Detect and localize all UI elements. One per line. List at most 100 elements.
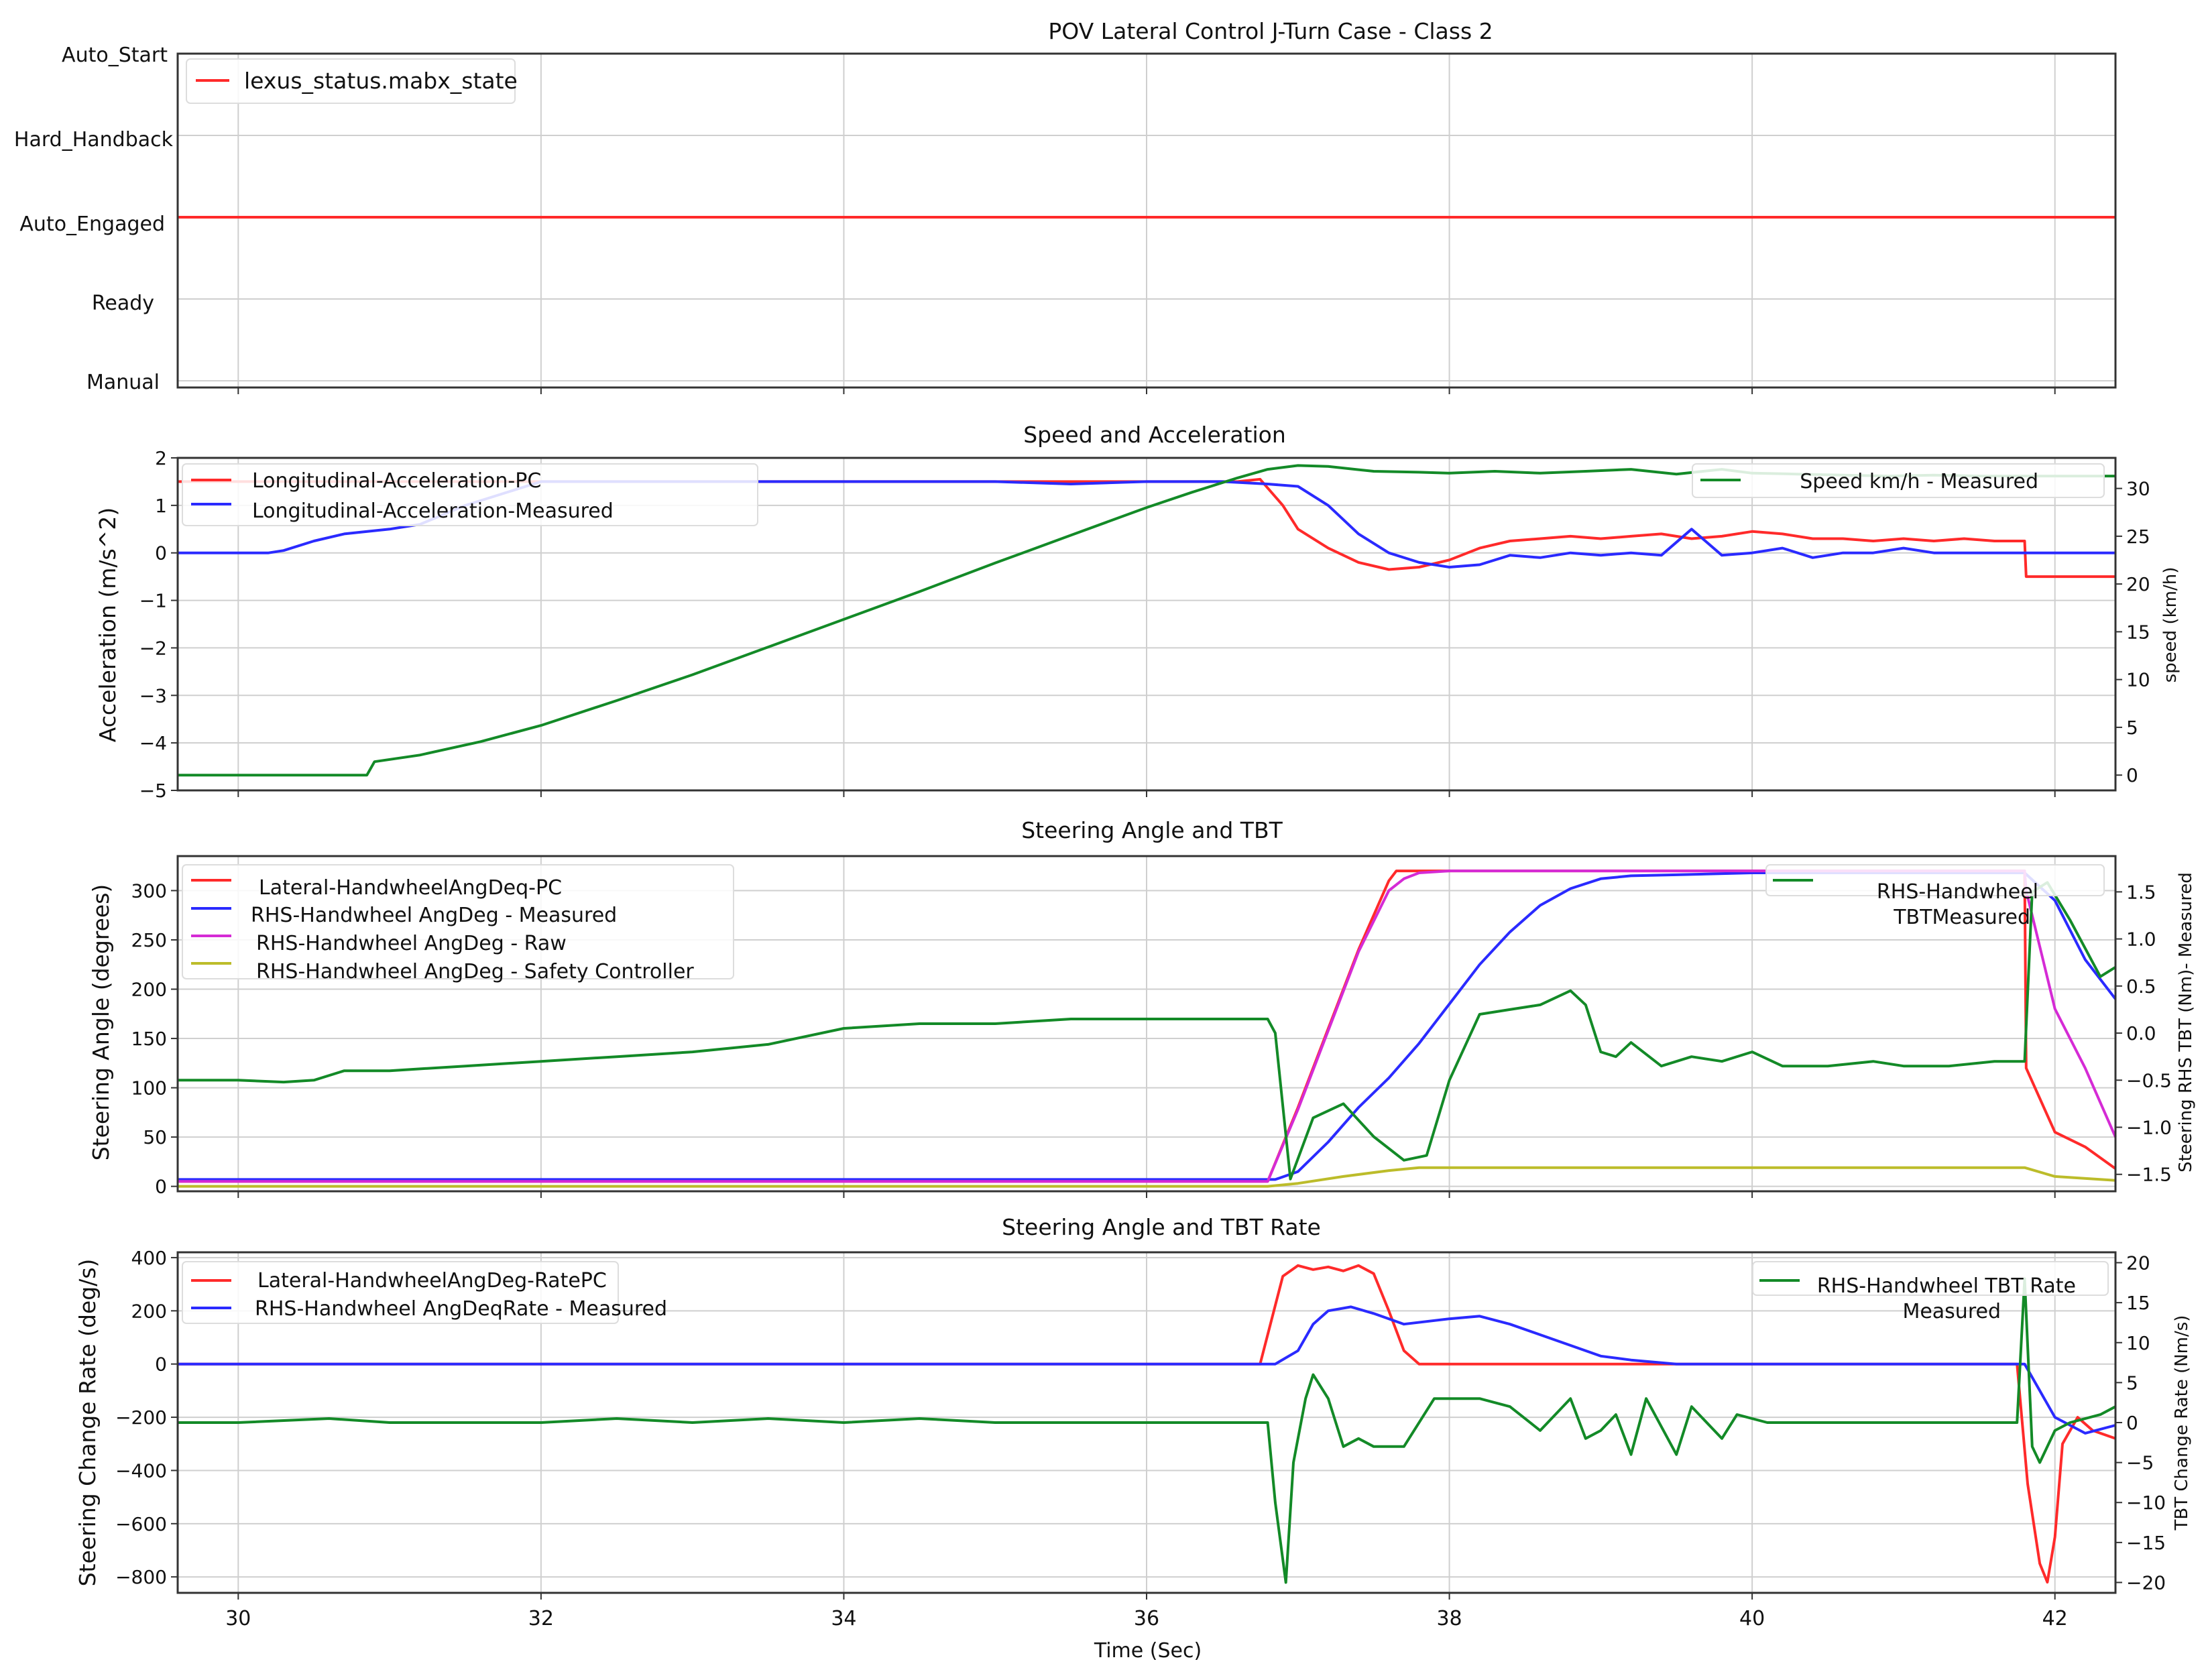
- series-line-0: [178, 1264, 2116, 1584]
- y-tick-label: 0: [155, 1354, 167, 1376]
- panel-steering-ylabel: Steering Angle (degrees): [88, 884, 114, 1161]
- y-right-tick-label: 1.5: [2126, 881, 2156, 903]
- y-right-tick-label: 10: [2126, 669, 2150, 691]
- legend-box: [186, 58, 516, 104]
- series-line-2: [178, 869, 2117, 1183]
- x-axis-label: Time (Sec): [1094, 1639, 1202, 1663]
- legend-label: Lateral-HandwheelAngDeq-PC: [259, 876, 562, 900]
- panel-rate-yticks-right: 20 15 10 5 0 −5 −10 −15 −20: [2115, 1252, 2166, 1594]
- legend-box: [182, 864, 734, 979]
- x-tick-label: 30: [225, 1607, 251, 1630]
- x-tick-label: 42: [2042, 1607, 2068, 1630]
- panel-steering: Steering Angle and TBT 300 250 200 150 100 50…: [88, 817, 2196, 1198]
- y-right-tick-label: 20: [2126, 573, 2150, 595]
- y-tick-label: 400: [131, 1247, 167, 1269]
- y-category-label: Hard_Handback: [14, 128, 174, 152]
- y-tick-label: 50: [143, 1126, 167, 1148]
- panel-steering-frame: [176, 855, 2117, 1193]
- panel-state-legend: lexus_status.mabx_state: [186, 58, 518, 104]
- y-right-tick-label: 5: [2126, 717, 2138, 739]
- panel-speed-title: Speed and Acceleration: [1023, 422, 1286, 448]
- legend-label: Longitudinal-Acceleration-PC: [252, 469, 541, 493]
- y-category-label: Auto_Engaged: [19, 213, 165, 236]
- panel-rate-ylabel-right: TBT Change Rate (Nm/s): [2172, 1315, 2192, 1531]
- y-tick-label: 0: [155, 542, 167, 564]
- legend-label: RHS-Handwheel AngDeg - Safety Controller: [256, 960, 694, 983]
- y-tick-label: −400: [115, 1459, 167, 1482]
- panel-rate-title: Steering Angle and TBT Rate: [1002, 1214, 1321, 1240]
- legend-label: RHS-Handwheel AngDeg - Measured: [251, 904, 617, 927]
- y-tick-label: 2: [155, 447, 167, 469]
- y-tick-label: 250: [131, 929, 167, 951]
- y-category-label: Auto_Start: [62, 44, 168, 67]
- y-right-tick-label: 20: [2126, 1252, 2150, 1274]
- y-tick-label: −2: [139, 637, 167, 659]
- panel-rate: Steering Angle and TBT Rate 400 200 0 −200 −…: [74, 1214, 2192, 1663]
- legend-box-right: [1692, 463, 2105, 498]
- y-right-tick-label: 25: [2126, 526, 2150, 548]
- y-tick-label: 0: [155, 1176, 167, 1198]
- y-tick-label: −1: [139, 590, 167, 612]
- y-tick-label: 300: [131, 880, 167, 902]
- legend-label: Longitudinal-Acceleration-Measured: [252, 499, 614, 523]
- legend-label: RHS-Handwheel: [1877, 880, 2038, 904]
- y-right-tick-label: −1.0: [2126, 1116, 2172, 1138]
- y-tick-label: 150: [131, 1028, 167, 1050]
- panel-state-title: POV Lateral Control J-Turn Case - Class …: [1048, 18, 1493, 44]
- legend-box-right: [1765, 864, 2105, 896]
- panel-steering-ylabel-right: Steering RHS TBT (Nm)- Measured: [2176, 872, 2196, 1173]
- y-tick-label: −200: [115, 1406, 167, 1429]
- legend-box-right: [1752, 1261, 2109, 1296]
- legend-label: RHS-Handwheel AngDeqRate - Measured: [255, 1297, 667, 1321]
- legend-label: Speed km/h - Measured: [1800, 470, 2038, 493]
- series-line-4: [178, 881, 2117, 1181]
- legend-label: lexus_status.mabx_state: [244, 68, 518, 94]
- y-right-tick-label: 0.5: [2126, 975, 2156, 998]
- y-tick-label: 1: [155, 495, 167, 517]
- panel-rate-frame: [176, 1251, 2117, 1594]
- series-line-3: [178, 1166, 2116, 1188]
- panel-speed-ylabel-right: speed (km/h): [2160, 567, 2181, 683]
- panel-steering-yticks: 300 250 200 150 100 50 0: [131, 880, 178, 1198]
- panel-rate-xticks: 30 32 34 36 38 40 42: [225, 1607, 2068, 1630]
- y-right-tick-label: 0.0: [2126, 1022, 2156, 1044]
- y-tick-label: −5: [139, 780, 167, 802]
- y-tick-label: −3: [139, 684, 167, 707]
- y-right-tick-label: 30: [2126, 478, 2150, 500]
- series-line-2: [178, 1277, 2116, 1584]
- panel-speed-legend: Longitudinal-Acceleration-PC Longitudina…: [182, 463, 2105, 526]
- panel-state: POV Lateral Control J-Turn Case - Class …: [14, 18, 2117, 394]
- legend-box: [182, 1261, 619, 1324]
- x-tick-label: 38: [1436, 1607, 1462, 1630]
- panel-rate-yticks: 400 200 0 −200 −400 −600 −800: [115, 1247, 178, 1588]
- series-line-1: [178, 1305, 2116, 1435]
- y-right-tick-label: −1.5: [2126, 1164, 2172, 1186]
- x-tick-label: 34: [831, 1607, 856, 1630]
- y-tick-label: 100: [131, 1077, 167, 1099]
- panel-rate-legend: Lateral-HandwheelAngDeg-RatePC RHS-Handw…: [182, 1261, 2109, 1324]
- legend-box: [182, 463, 758, 526]
- legend-label: RHS-Handwheel TBT Rate: [1817, 1274, 2076, 1298]
- panel-speed-yticks: 2 1 0 −1 −2 −3 −4 −5: [139, 447, 178, 802]
- panel-steering-legend: Lateral-HandwheelAngDeq-PC RHS-Handwheel…: [182, 864, 2105, 983]
- y-tick-label: 200: [131, 1300, 167, 1322]
- panel-speed: Speed and Acceleration 210−1−2−3−4−5 302…: [95, 422, 2181, 802]
- x-tick-label: 32: [528, 1607, 554, 1630]
- y-category-label: Ready: [92, 292, 154, 315]
- y-right-tick-label: 0: [2126, 764, 2138, 786]
- y-category-label: Manual: [86, 371, 160, 394]
- y-right-tick-label: −15: [2126, 1532, 2166, 1554]
- y-right-tick-label: −0.5: [2126, 1069, 2172, 1091]
- y-right-tick-label: −20: [2126, 1571, 2166, 1594]
- y-tick-label: −800: [115, 1566, 167, 1588]
- panel-steering-title: Steering Angle and TBT: [1021, 817, 1283, 843]
- y-tick-label: −600: [115, 1513, 167, 1535]
- legend-label: Lateral-HandwheelAngDeg-RatePC: [257, 1269, 607, 1293]
- y-right-tick-label: 5: [2126, 1372, 2138, 1394]
- y-tick-label: 200: [131, 979, 167, 1001]
- panel-speed-frame: [176, 457, 2117, 792]
- y-tick-label: −4: [139, 732, 167, 754]
- y-right-tick-label: −10: [2126, 1492, 2166, 1514]
- panel-rate-ylabel: Steering Change Rate (deg/s): [74, 1259, 101, 1587]
